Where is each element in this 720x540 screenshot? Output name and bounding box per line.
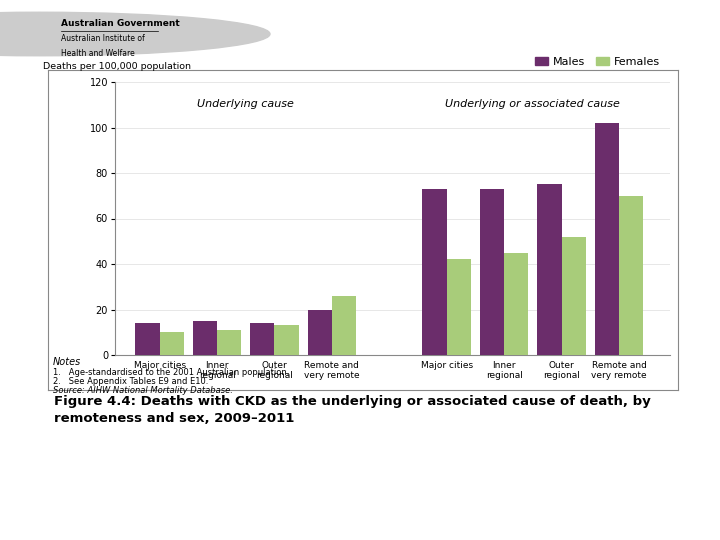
- Bar: [446, 259, 471, 355]
- Text: Underlying or associated cause: Underlying or associated cause: [446, 99, 621, 109]
- Bar: [251, 323, 274, 355]
- Text: Australian Government: Australian Government: [61, 19, 180, 28]
- Bar: [217, 330, 241, 355]
- Bar: [193, 321, 217, 355]
- Text: 1.   Age-standardised to the 2001 Australian population.: 1. Age-standardised to the 2001 Australi…: [53, 368, 289, 377]
- Text: Figure 4.4: Deaths with CKD as the underlying or associated cause of death, by
r: Figure 4.4: Deaths with CKD as the under…: [54, 395, 651, 424]
- Text: AIHW 2014. Cardiovascular disease, diabetes and chronic kidney disease Australia: AIHW 2014. Cardiovascular disease, diabe…: [7, 454, 624, 475]
- Text: Deaths per 100,000 population: Deaths per 100,000 population: [43, 62, 191, 71]
- Bar: [274, 326, 299, 355]
- Text: Underlying cause: Underlying cause: [197, 99, 294, 109]
- Circle shape: [0, 12, 270, 56]
- Legend: Males, Females: Males, Females: [531, 52, 665, 71]
- Text: Source: AIHW National Mortality Database.: Source: AIHW National Mortality Database…: [53, 387, 233, 395]
- Bar: [562, 237, 586, 355]
- Bar: [595, 123, 619, 355]
- Bar: [135, 323, 160, 355]
- Text: Australian Institute of: Australian Institute of: [61, 34, 145, 43]
- Text: Notes: Notes: [53, 357, 81, 367]
- Bar: [504, 253, 528, 355]
- Bar: [537, 184, 562, 355]
- Text: Health and Welfare: Health and Welfare: [61, 49, 135, 58]
- Text: 2.   See Appendix Tables E9 and E10.: 2. See Appendix Tables E9 and E10.: [53, 377, 208, 386]
- Bar: [307, 309, 332, 355]
- Bar: [160, 332, 184, 355]
- Bar: [480, 189, 504, 355]
- Bar: [423, 189, 446, 355]
- Bar: [619, 195, 643, 355]
- Bar: [332, 296, 356, 355]
